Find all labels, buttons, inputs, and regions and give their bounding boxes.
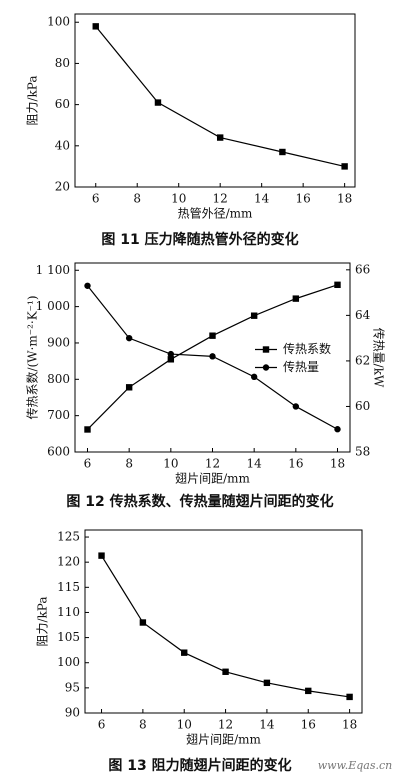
y-tick-label: 90 [65,706,80,720]
x-tick-label: 12 [218,718,233,732]
y-tick-label: 115 [57,580,80,594]
y-tick-label: 60 [55,97,70,111]
data-point [92,23,99,30]
x-tick-label: 8 [125,457,133,471]
y-tick-label: 100 [47,15,70,29]
x-tick-label: 18 [342,718,357,732]
y-tick-label: 125 [57,530,80,544]
x-tick-label: 14 [247,457,263,471]
x-tick-label: 12 [213,192,228,206]
data-point [125,384,133,391]
y-tick-label: 1 000 [36,299,70,313]
x-tick-label: 10 [163,457,178,471]
data-point [209,332,216,339]
data-point [292,403,300,410]
y-axis-label: 阻力/kPa [26,75,40,125]
data-point [181,649,188,656]
data-point [263,679,271,687]
x-tick-label: 6 [98,718,106,732]
x-tick-label: 8 [139,718,147,732]
y-tick-label: 20 [55,180,70,194]
y2-tick-label: 60 [355,399,370,413]
data-point [84,426,91,433]
data-point [250,312,258,319]
y-tick-label: 600 [47,445,70,459]
data-point [222,668,229,675]
y-tick-label: 1 100 [36,263,70,277]
x-tick-label: 16 [301,718,316,732]
data-point [167,356,175,363]
y-tick-label: 800 [47,372,70,386]
legend-label: 传热量 [283,359,319,374]
plot-frame [84,529,363,714]
y-tick-label: 700 [47,408,70,422]
caption: 图 11 压力降随热管外径的变化 [101,231,298,248]
y-tick-label: 900 [47,335,70,349]
y-axis-label: 阻力/kPa [36,596,50,646]
y-tick-label: 105 [57,630,80,644]
y-tick-label: 40 [55,138,70,152]
y-axis-label: 传热系数/(W·m⁻²·K⁻¹) [25,295,40,419]
data-point [125,334,133,342]
data-point [216,134,224,141]
x-axis-label: 翅片间距/mm [186,732,261,747]
data-point [139,619,147,626]
caption: 图 13 阻力随翅片间距的变化 [108,757,291,774]
x-tick-label: 14 [259,718,275,732]
y-tick-label: 95 [65,680,80,694]
data-point [209,353,216,360]
data-point [98,552,105,559]
legend-marker [262,346,270,353]
data-line [101,555,350,698]
data-point [292,295,300,302]
x-tick-label: 8 [133,192,141,206]
y-tick-label: 80 [55,56,70,70]
data-point [305,687,312,695]
y-tick-label: 110 [57,605,80,619]
legend-marker [262,364,270,371]
watermark: www.Eqas.cn [318,759,392,772]
data-point [334,426,341,433]
legend-label: 传热系数 [283,341,331,356]
x-tick-label: 16 [296,192,311,206]
caption: 图 12 传热系数、传热量随翅片间距的变化 [66,493,333,510]
y2-tick-label: 64 [355,308,371,322]
y2-axis-label: 传热量/kW [372,328,387,388]
plot-frame [74,13,356,188]
x-tick-label: 10 [177,718,192,732]
data-point [167,350,175,358]
x-tick-label: 6 [84,457,92,471]
data-point [279,148,286,156]
x-tick-label: 18 [330,457,345,471]
x-tick-label: 6 [92,192,100,206]
data-point [84,282,91,289]
x-tick-label: 14 [254,192,270,206]
y2-tick-label: 62 [355,353,370,367]
x-tick-label: 16 [288,457,303,471]
y-tick-label: 100 [57,655,80,669]
y-tick-label: 120 [57,555,80,569]
data-point [250,373,258,381]
data-point [154,99,162,106]
data-point [341,163,348,170]
x-tick-label: 12 [205,457,220,471]
x-tick-label: 18 [337,192,352,206]
data-point [334,281,341,289]
x-axis-label: 翅片间距/mm [175,471,250,486]
x-axis-label: 热管外径/mm [178,206,253,221]
data-line [95,25,345,167]
y2-tick-label: 66 [355,262,370,276]
data-point [346,693,353,701]
x-tick-label: 10 [171,192,186,206]
y2-tick-label: 58 [355,445,370,459]
